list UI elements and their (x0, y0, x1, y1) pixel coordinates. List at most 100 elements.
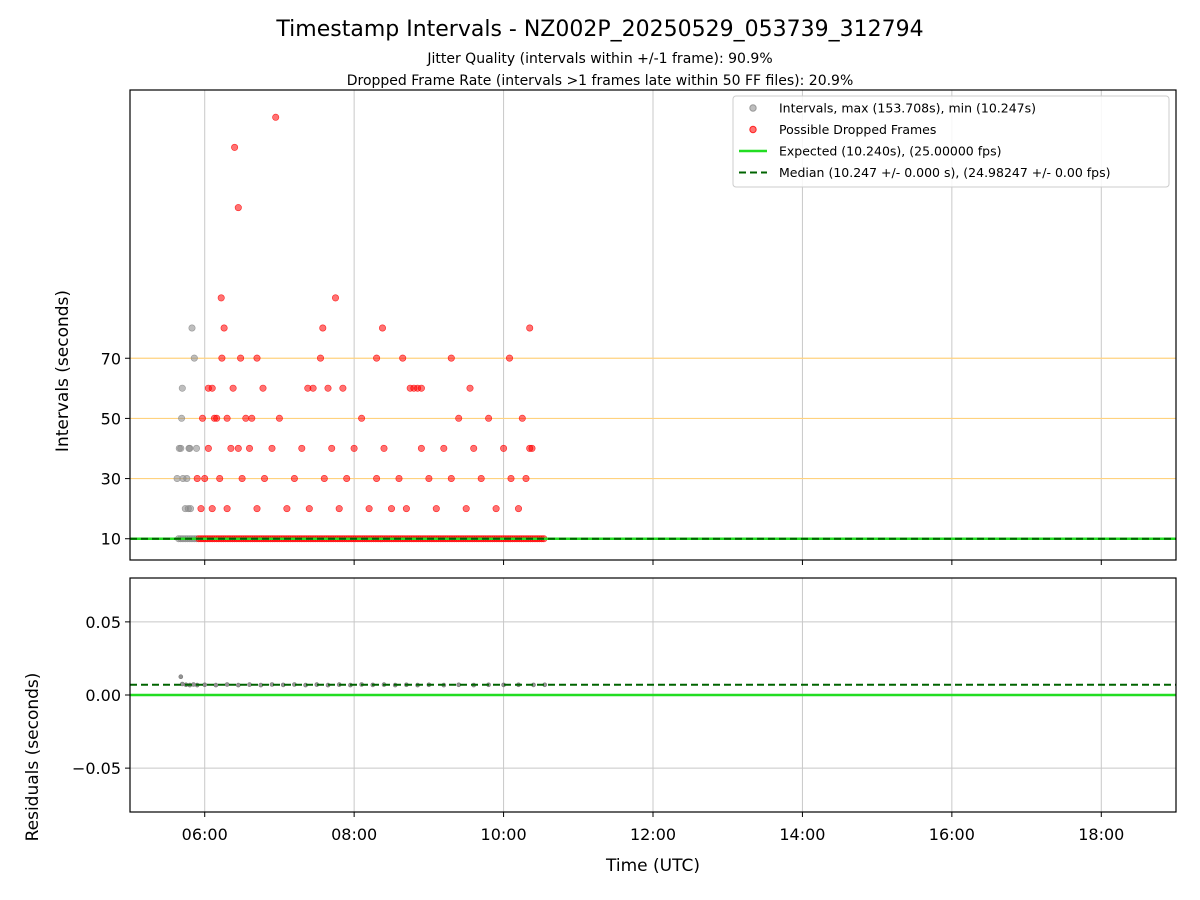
legend-entry-label-2: Expected (10.240s), (25.00000 fps) (779, 144, 1001, 159)
top-y-tick-label: 70 (101, 349, 121, 368)
top-series-0-point-4 (178, 384, 186, 392)
top-series-1-point-80 (514, 505, 522, 513)
chart-subtitle-dropped: Dropped Frame Rate (intervals >1 frames … (347, 73, 854, 89)
bottom-series-0-point-10 (247, 682, 252, 687)
top-series-1-point-34 (466, 384, 474, 392)
top-series-1-point-62 (373, 474, 381, 482)
top-series-1-point-50 (275, 414, 283, 422)
top-y-tick-label: 50 (101, 409, 121, 428)
chart-subtitle-jitter: Jitter Quality (intervals within +/-1 fr… (426, 51, 772, 67)
top-series-1-point-28 (399, 354, 407, 362)
legend: Intervals, max (153.708s), min (10.247s)… (732, 95, 1170, 188)
top-series-1-point-72 (455, 414, 463, 422)
bottom-series-0-point-8 (224, 682, 230, 687)
top-series-1-point-6 (218, 354, 226, 362)
top-y-tick-label: 30 (101, 470, 121, 489)
residuals-plot: 0.05 0.00 −0.05 06:00 08:00 10:00 12:00 14:00 16… (72, 577, 1177, 844)
x-tick-label: 08:00 (331, 825, 377, 844)
legend-marker-1 (749, 125, 757, 134)
bottom-series-0-point-6 (202, 682, 207, 688)
bottom-y-tick-label: 0.00 (85, 686, 121, 705)
top-series-1-point-78 (500, 444, 508, 452)
x-axis-label: Time (UTC) (605, 856, 700, 876)
top-series-1-point-55 (320, 474, 328, 482)
top-series-1-point-67 (417, 444, 425, 452)
top-series-0-point-11 (187, 505, 195, 513)
legend-box (732, 95, 1170, 188)
top-series-1-point-23 (324, 384, 332, 392)
top-series-0-point-3 (178, 414, 186, 422)
top-series-1-point-65 (395, 474, 403, 482)
top-series-1-point-54 (305, 505, 313, 513)
top-series-1-point-27 (378, 324, 386, 332)
top-series-1-point-16 (253, 354, 261, 362)
top-series-1-point-75 (477, 474, 485, 482)
top-series-1-point-0 (199, 414, 207, 422)
top-series-1-point-14 (242, 414, 250, 422)
top-series-1-point-48 (260, 474, 268, 482)
top-series-1-point-9 (229, 384, 237, 392)
top-series-0-point-10 (186, 444, 194, 452)
x-tick-label: 10:00 (481, 825, 527, 844)
top-series-1-point-32 (417, 384, 425, 392)
top-series-1-point-56 (328, 444, 336, 452)
legend-entry-label-3: Median (10.247 +/- 0.000 s), (24.98247 +… (779, 165, 1110, 180)
top-series-1-point-37 (193, 474, 201, 482)
top-series-1-point-24 (331, 294, 339, 302)
x-tick-label: 12:00 (630, 825, 676, 844)
top-series-1-point-73 (462, 505, 470, 513)
top-series-1-point-61 (365, 505, 373, 513)
top-series-1-point-38 (197, 505, 205, 513)
top-series-1-point-25 (339, 384, 347, 392)
top-series-1-point-52 (290, 474, 298, 482)
bottom-series-0-point-7 (213, 682, 219, 688)
top-series-1-point-49 (268, 444, 276, 452)
top-series-1-point-36 (526, 324, 534, 332)
top-series-0-point-13 (190, 354, 198, 362)
top-series-1-point-70 (440, 444, 448, 452)
bottom-y-tick-label: 0.05 (85, 613, 121, 632)
top-series-1-point-71 (447, 474, 455, 482)
top-series-1-point-58 (343, 474, 351, 482)
bottom-y-tick-label: −0.05 (72, 759, 121, 778)
top-series-1-point-12 (234, 204, 242, 212)
top-series-1-point-64 (387, 505, 395, 513)
top-series-1-point-13 (237, 354, 245, 362)
top-series-0-point-12 (188, 324, 196, 332)
top-series-1-point-53 (298, 444, 306, 452)
top-series-1-point-51 (283, 505, 291, 513)
bottom-series-0-point-4 (191, 682, 196, 687)
legend-entry-label-0: Intervals, max (153.708s), min (10.247s) (779, 101, 1036, 116)
top-series-1-point-45 (238, 474, 246, 482)
top-series-1-point-69 (432, 505, 440, 513)
top-series-0-point-2 (177, 444, 185, 452)
top-series-1-point-59 (350, 444, 358, 452)
top-series-1-point-42 (216, 474, 224, 482)
top-series-1-point-15 (248, 414, 256, 422)
top-series-1-point-84 (528, 444, 536, 452)
x-tick-label: 16:00 (929, 825, 975, 844)
top-series-1-point-68 (425, 474, 433, 482)
top-series-1-point-60 (358, 414, 366, 422)
top-series-1-point-77 (492, 505, 500, 513)
top-series-1-point-2 (208, 384, 216, 392)
top-series-1-point-22 (319, 324, 327, 332)
top-series-1-point-33 (447, 354, 455, 362)
top-series-1-point-21 (316, 354, 324, 362)
top-series-1-point-18 (272, 113, 280, 121)
top-series-1-point-7 (220, 324, 228, 332)
bottom-series-0-point-0 (178, 674, 184, 680)
chart-title: Timestamp Intervals - NZ002P_20250529_05… (275, 17, 923, 42)
top-series-1-point-44 (227, 444, 235, 452)
top-series-1-point-20 (309, 384, 317, 392)
top-series-1-point-11 (234, 444, 242, 452)
top-series-1-point-43 (223, 505, 231, 513)
top-series-1-point-41 (208, 505, 216, 513)
top-series-1-point-63 (380, 444, 388, 452)
top-series-1-point-26 (373, 354, 381, 362)
top-series-1-point-81 (518, 414, 526, 422)
top-series-1-point-76 (485, 414, 493, 422)
top-series-1-point-35 (505, 354, 513, 362)
top-series-1-point-8 (223, 414, 231, 422)
